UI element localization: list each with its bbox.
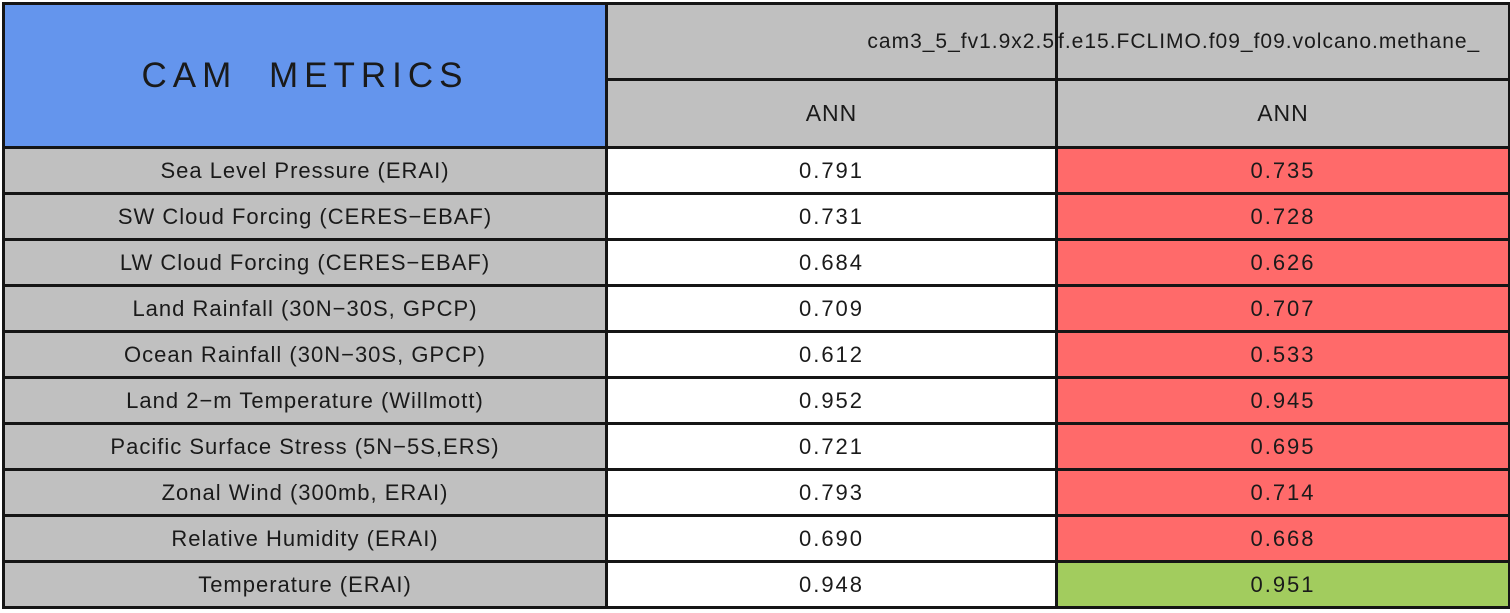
metric-label: Sea Level Pressure (ERAI): [2, 146, 608, 195]
metric-value-case-1: 0.952: [605, 376, 1058, 425]
metric-label: Land 2−m Temperature (Willmott): [2, 376, 608, 425]
metric-label: Ocean Rainfall (30N−30S, GPCP): [2, 330, 608, 379]
metric-value-case-2: 0.945: [1055, 376, 1510, 425]
metric-label: Temperature (ERAI): [2, 560, 608, 609]
season-column-1: ANN: [605, 78, 1058, 149]
metric-value-case-1: 0.793: [605, 468, 1058, 517]
metric-value-case-2: 0.714: [1055, 468, 1510, 517]
metric-value-case-2: 0.626: [1055, 238, 1510, 287]
metric-label: Relative Humidity (ERAI): [2, 514, 608, 563]
metrics-rows: Sea Level Pressure (ERAI) 0.791 0.735 SW…: [2, 146, 1510, 609]
table-row: Zonal Wind (300mb, ERAI) 0.793 0.714: [2, 468, 1510, 517]
metric-value-case-1: 0.612: [605, 330, 1058, 379]
metric-value-case-1: 0.709: [605, 284, 1058, 333]
table-row: Ocean Rainfall (30N−30S, GPCP) 0.612 0.5…: [2, 330, 1510, 379]
metric-label: Pacific Surface Stress (5N−5S,ERS): [2, 422, 608, 471]
season-column-2: ANN: [1055, 78, 1510, 149]
metric-value-case-1: 0.791: [605, 146, 1058, 195]
metric-label: SW Cloud Forcing (CERES−EBAF): [2, 192, 608, 241]
table-row: LW Cloud Forcing (CERES−EBAF) 0.684 0.62…: [2, 238, 1510, 287]
metric-value-case-2: 0.668: [1055, 514, 1510, 563]
table-row: SW Cloud Forcing (CERES−EBAF) 0.731 0.72…: [2, 192, 1510, 241]
metric-value-case-2: 0.533: [1055, 330, 1510, 379]
case-name-column-2: f.e15.FCLIMO.f09_f09.volcano.methane_: [1055, 2, 1510, 81]
metric-value-case-1: 0.684: [605, 238, 1058, 287]
metric-value-case-1: 0.948: [605, 560, 1058, 609]
table-row: Land Rainfall (30N−30S, GPCP) 0.709 0.70…: [2, 284, 1510, 333]
metric-value-case-2: 0.695: [1055, 422, 1510, 471]
header-row-seasons: ANN ANN: [4, 78, 1510, 149]
table-row: Relative Humidity (ERAI) 0.690 0.668: [2, 514, 1510, 563]
table-title: CAM METRICS: [2, 2, 608, 149]
table-row: Sea Level Pressure (ERAI) 0.791 0.735: [2, 146, 1510, 195]
case-name-column-1: cam3_5_fv1.9x2.5: [605, 2, 1058, 81]
metric-value-case-2: 0.707: [1055, 284, 1510, 333]
table-row: Temperature (ERAI) 0.948 0.951: [2, 560, 1510, 609]
metric-value-case-2: 0.951: [1055, 560, 1510, 609]
metric-value-case-1: 0.731: [605, 192, 1058, 241]
table-row: Pacific Surface Stress (5N−5S,ERS) 0.721…: [2, 422, 1510, 471]
metric-value-case-1: 0.690: [605, 514, 1058, 563]
metric-label: LW Cloud Forcing (CERES−EBAF): [2, 238, 608, 287]
metric-value-case-2: 0.735: [1055, 146, 1510, 195]
metric-value-case-1: 0.721: [605, 422, 1058, 471]
metric-value-case-2: 0.728: [1055, 192, 1510, 241]
metric-label: Zonal Wind (300mb, ERAI): [2, 468, 608, 517]
table-row: Land 2−m Temperature (Willmott) 0.952 0.…: [2, 376, 1510, 425]
metric-label: Land Rainfall (30N−30S, GPCP): [2, 284, 608, 333]
header-row-case-names: CAM METRICS cam3_5_fv1.9x2.5 f.e15.FCLIM…: [2, 2, 1510, 149]
